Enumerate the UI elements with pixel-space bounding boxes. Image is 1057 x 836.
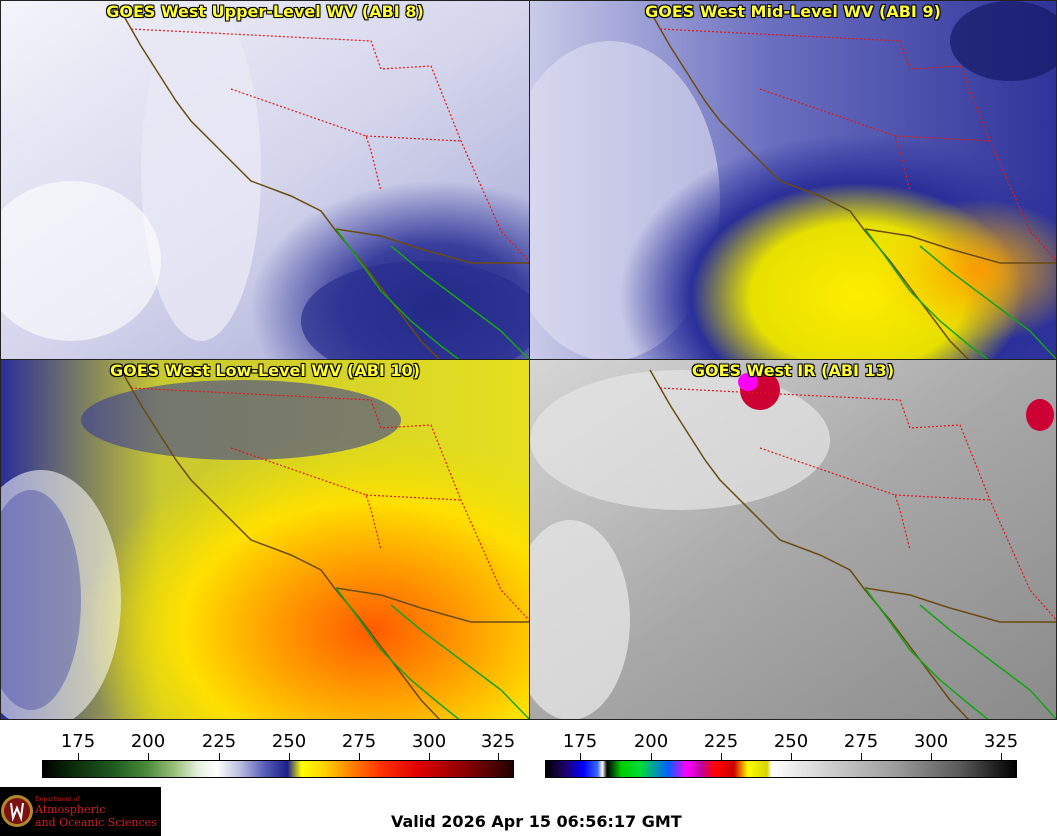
ir-image: [530, 360, 1056, 719]
uw-crest-icon: [1, 795, 33, 827]
ir-colorbar: [545, 760, 1017, 778]
wv-tick-label: 275: [341, 731, 377, 752]
ir-tick-mark: [580, 753, 581, 760]
logo-dept-line: Department of: [35, 796, 80, 803]
logo-name-line-1: Atmospheric: [35, 803, 106, 816]
ir-tick-mark: [791, 753, 792, 760]
wv-tick-label: 325: [480, 731, 516, 752]
panel-title: GOES West Upper-Level WV (ABI 8): [106, 2, 424, 21]
wv-tick-label: 200: [130, 731, 166, 752]
panel-ir: GOES West IR (ABI 13): [529, 359, 1057, 720]
ir-tick-mark: [861, 753, 862, 760]
wv-tick-mark: [78, 753, 79, 760]
logo-name-line-2: and Oceanic Sciences: [35, 816, 157, 829]
panel-title: GOES West Low-Level WV (ABI 10): [109, 361, 420, 380]
ir-tick-label: 275: [843, 731, 879, 752]
ir-tick-mark: [721, 753, 722, 760]
panel-upper-level-wv: GOES West Upper-Level WV (ABI 8): [0, 0, 530, 360]
panel-low-level-wv: GOES West Low-Level WV (ABI 10): [0, 359, 530, 720]
panel-mid-level-wv: GOES West Mid-Level WV (ABI 9): [529, 0, 1057, 360]
wv-tick-mark: [219, 753, 220, 760]
wv-tick-label: 175: [60, 731, 96, 752]
ir-tick-label: 325: [983, 731, 1019, 752]
wv-tick-mark: [148, 753, 149, 760]
wv-tick-mark: [359, 753, 360, 760]
valid-time-label: Valid 2026 Apr 15 06:56:17 GMT: [391, 812, 682, 831]
low-wv-image: [1, 360, 529, 719]
ir-tick-label: 250: [773, 731, 809, 752]
ir-tick-mark: [1001, 753, 1002, 760]
ir-tick-label: 300: [913, 731, 949, 752]
ir-tick-mark: [651, 753, 652, 760]
wv-tick-label: 225: [201, 731, 237, 752]
upper-wv-image: [1, 1, 529, 359]
ir-tick-label: 175: [562, 731, 598, 752]
wv-tick-label: 250: [271, 731, 307, 752]
ir-tick-label: 200: [633, 731, 669, 752]
wv-tick-mark: [289, 753, 290, 760]
wv-tick-label: 300: [411, 731, 447, 752]
panel-title: GOES West IR (ABI 13): [691, 361, 895, 380]
panel-title: GOES West Mid-Level WV (ABI 9): [645, 2, 941, 21]
wv-tick-mark: [429, 753, 430, 760]
ir-tick-label: 225: [703, 731, 739, 752]
ir-tick-mark: [931, 753, 932, 760]
mid-wv-image: [530, 1, 1056, 359]
wv-tick-mark: [498, 753, 499, 760]
uw-aos-logo: Department of Atmospheric and Oceanic Sc…: [0, 787, 161, 836]
wv-colorbar: [42, 760, 514, 778]
